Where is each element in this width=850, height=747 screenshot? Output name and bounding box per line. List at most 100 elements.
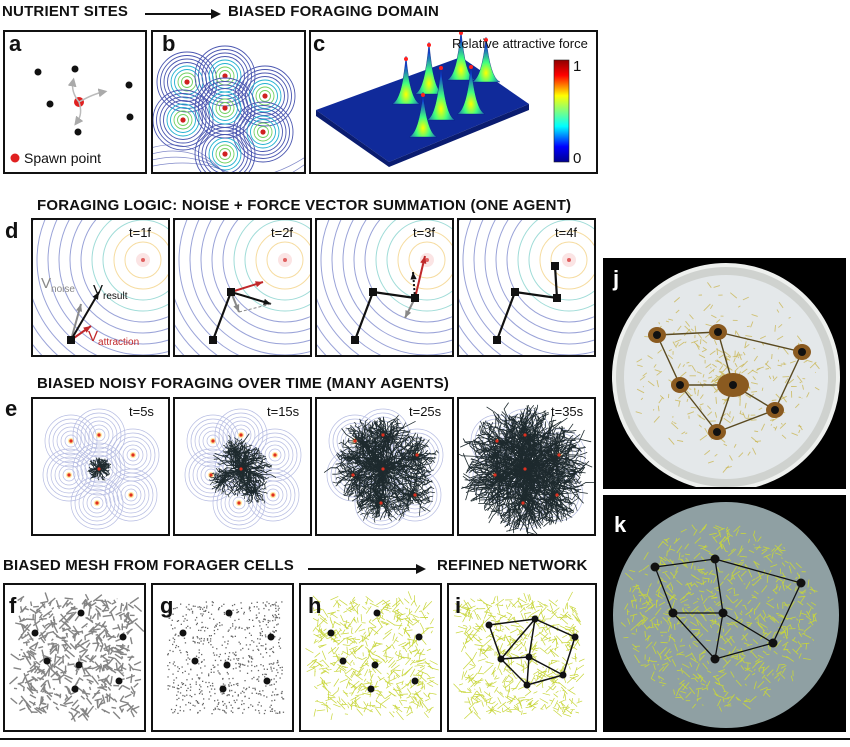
refined-edge xyxy=(714,558,724,614)
panel-f xyxy=(3,583,146,732)
force-contour xyxy=(320,220,382,355)
mould-vein xyxy=(656,334,681,386)
nutrient-node xyxy=(191,657,199,665)
refined-edge xyxy=(488,618,536,626)
force-contour xyxy=(262,484,284,506)
nutrient-center xyxy=(413,493,417,497)
force-contour xyxy=(202,430,224,452)
refined-edge xyxy=(500,656,530,660)
nutrient-node xyxy=(225,609,233,617)
refined-edge xyxy=(488,624,502,660)
force-contour xyxy=(86,492,108,514)
force-contour xyxy=(70,476,124,530)
panel-b xyxy=(151,30,306,174)
nutrient-node xyxy=(650,562,660,572)
nutrient-node xyxy=(768,638,778,648)
contour-site xyxy=(194,45,256,107)
panel-c: Relative attractive force 1 0 xyxy=(309,30,598,174)
site-center xyxy=(180,117,186,123)
panel-label-a: a xyxy=(9,31,22,56)
force-contour xyxy=(331,220,452,355)
nutrient-center xyxy=(495,439,499,443)
panel-h-svg xyxy=(305,591,439,721)
nutrient-node xyxy=(676,381,684,389)
force-contour xyxy=(397,230,452,290)
v-result-label: Vresult xyxy=(93,282,128,302)
nutrient-center xyxy=(209,473,213,477)
panel-label-d: d xyxy=(5,218,19,243)
mesh-network xyxy=(9,592,144,722)
nutrient-node xyxy=(710,554,720,564)
panel-j xyxy=(603,258,846,489)
nutrient-node xyxy=(371,661,379,669)
refined-edge xyxy=(722,612,774,644)
site-center xyxy=(184,79,190,85)
nutrient-node xyxy=(710,654,720,664)
nutrient-node xyxy=(267,633,275,641)
mesh-arrow-head xyxy=(416,564,426,574)
force-contour xyxy=(206,434,220,448)
panel-k-svg xyxy=(613,502,839,728)
frame-time-label: t=3f xyxy=(413,225,436,240)
legend-spawn-dot xyxy=(10,153,20,163)
contour-site xyxy=(194,77,256,139)
contour-site xyxy=(194,123,256,172)
force-contour xyxy=(72,442,126,496)
force-contour xyxy=(54,460,84,490)
nutrient-node xyxy=(798,348,806,356)
agent-path xyxy=(211,291,233,341)
nutrient-node xyxy=(571,633,579,641)
panel-d1-svg xyxy=(33,220,168,355)
agent-trails xyxy=(525,423,587,493)
nutrient-node xyxy=(497,655,505,663)
site-center xyxy=(260,129,266,135)
force-contour xyxy=(232,496,246,510)
nutrient-center xyxy=(141,258,145,262)
nutrient-site xyxy=(126,113,134,121)
panel-j-svg xyxy=(612,263,840,487)
panel-label-j: j xyxy=(613,266,620,291)
surface-peak xyxy=(408,91,438,138)
force-contour xyxy=(473,220,594,355)
agent-trails xyxy=(208,468,236,498)
panel-d2-svg xyxy=(175,220,310,355)
nutrient-site xyxy=(74,128,82,136)
header-foraging-logic: FORAGING LOGIC: NOISE + FORCE VECTOR SUM… xyxy=(37,197,572,214)
refined-edge xyxy=(714,558,802,584)
nutrient-center xyxy=(379,501,383,505)
panel-g xyxy=(151,583,294,732)
nutrient-site xyxy=(34,68,42,76)
agent-trails xyxy=(338,418,388,466)
force-contour xyxy=(211,220,310,334)
nutrient-center xyxy=(523,433,527,437)
mould-vein xyxy=(717,331,803,353)
header-biased-noisy-foraging: BIASED NOISY FORAGING OVER TIME (MANY AG… xyxy=(37,375,450,392)
nutrient-center xyxy=(415,453,419,457)
force-contour xyxy=(76,446,122,492)
nutrient-node xyxy=(415,633,423,641)
panel-i xyxy=(447,583,597,732)
contour-site xyxy=(234,65,296,127)
header-nutrient-sites: NUTRIENT SITES xyxy=(2,3,129,20)
agent-trails xyxy=(489,462,555,529)
nutrient-node xyxy=(653,331,661,339)
panel-e1-svg xyxy=(42,408,160,530)
nutrient-node xyxy=(531,615,539,623)
nutrient-center xyxy=(239,467,243,471)
nutrient-site xyxy=(71,65,79,73)
force-contour xyxy=(50,456,88,494)
agent-waypoint xyxy=(553,294,561,302)
force-contour xyxy=(266,488,280,502)
force-contour xyxy=(60,430,82,452)
header-biased-mesh: BIASED MESH FROM FORAGER CELLS xyxy=(3,557,295,574)
force-contour xyxy=(80,450,118,488)
panel-label-b: b xyxy=(162,31,176,56)
force-contour xyxy=(386,220,452,301)
outer-contour xyxy=(153,156,304,172)
nutrient-center xyxy=(67,473,71,477)
force-contour xyxy=(338,460,368,490)
agent-trails xyxy=(362,416,411,467)
nutrient-node xyxy=(771,406,779,414)
nutrient-node xyxy=(327,629,335,637)
force-contour xyxy=(222,220,310,323)
